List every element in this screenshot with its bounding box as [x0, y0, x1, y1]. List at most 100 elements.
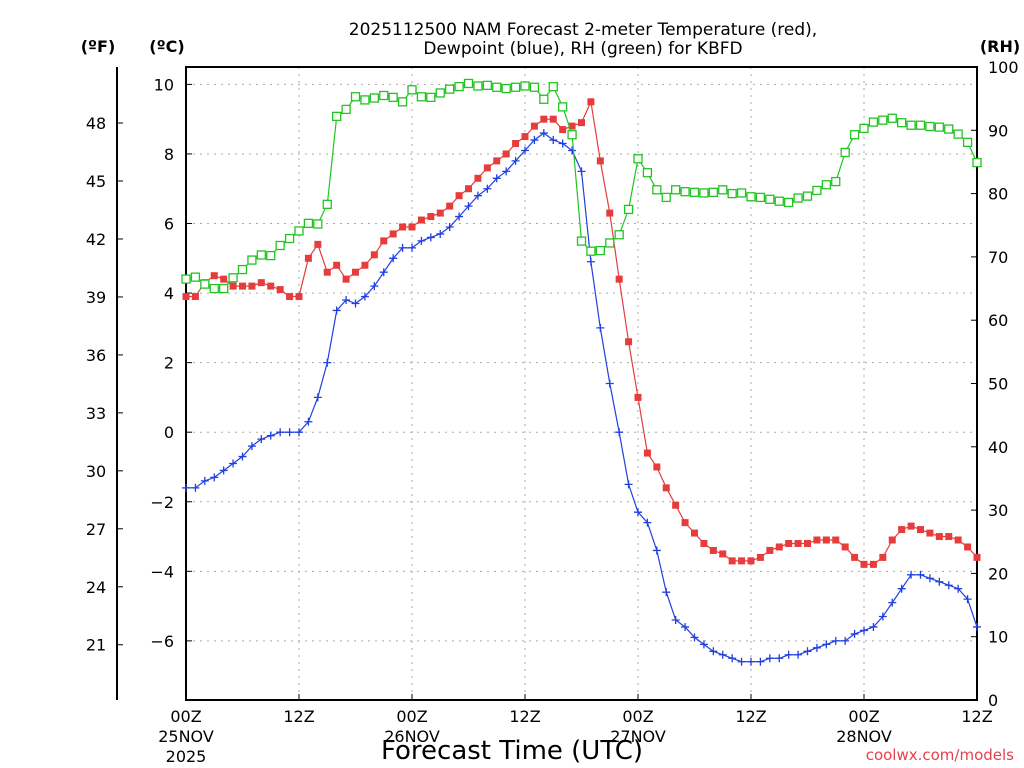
data-point-2-meter-temperature: [869, 560, 877, 568]
data-point-dewpoint: [342, 296, 351, 305]
data-point-rh: [567, 130, 577, 140]
rh-unit-label: (RH): [980, 37, 1020, 56]
data-point-dewpoint: [210, 473, 219, 482]
data-point-rh: [435, 88, 445, 98]
series-line-rh: [185, 82, 978, 290]
series-2-meter-temperature: [182, 98, 981, 568]
fahrenheit-tick-label: 48: [86, 114, 106, 133]
data-point-dewpoint: [784, 650, 793, 659]
celsius-tick-label: −6: [150, 632, 174, 651]
data-point-rh: [237, 264, 248, 275]
data-point-2-meter-temperature: [851, 553, 859, 561]
data-point-dewpoint: [709, 647, 718, 656]
x-date-label: 27NOV: [610, 727, 666, 746]
data-point-dewpoint: [662, 588, 671, 597]
fahrenheit-tick-label: 21: [86, 636, 106, 655]
data-point-dewpoint: [473, 191, 482, 200]
data-point-2-meter-temperature: [352, 268, 359, 276]
x-tick-label: 00Z: [170, 707, 201, 726]
data-point-rh: [765, 194, 775, 204]
data-point-dewpoint: [605, 379, 614, 388]
data-point-2-meter-temperature: [530, 122, 538, 130]
data-point-dewpoint: [643, 518, 652, 527]
data-point-rh: [840, 147, 850, 158]
data-point-rh: [671, 185, 681, 195]
data-point-rh: [586, 246, 596, 256]
data-point-2-meter-temperature: [286, 293, 294, 301]
data-point-dewpoint: [304, 417, 313, 426]
data-point-rh: [680, 187, 690, 197]
data-point-dewpoint: [483, 184, 492, 193]
data-point-2-meter-temperature: [822, 536, 830, 544]
data-point-2-meter-temperature: [380, 237, 388, 245]
data-point-2-meter-temperature: [804, 539, 811, 547]
x-tick-label: 00Z: [848, 707, 879, 726]
data-point-2-meter-temperature: [323, 268, 331, 276]
data-point-rh: [228, 273, 238, 283]
data-point-2-meter-temperature: [728, 557, 736, 565]
fahrenheit-tick-label: 39: [86, 288, 106, 307]
data-point-dewpoint: [925, 574, 934, 583]
data-point-dewpoint: [878, 612, 887, 621]
data-point-dewpoint: [323, 358, 332, 367]
data-point-2-meter-temperature: [568, 122, 576, 130]
x-tick-label: 00Z: [396, 707, 427, 726]
data-point-dewpoint: [775, 654, 784, 663]
data-point-dewpoint: [370, 282, 379, 291]
data-point-dewpoint: [530, 136, 539, 145]
data-point-2-meter-temperature: [907, 522, 915, 530]
fahrenheit-tick-label: 24: [86, 578, 106, 597]
data-point-rh: [463, 78, 474, 89]
data-point-rh: [284, 233, 295, 244]
celsius-tick-label: 6: [164, 215, 174, 234]
data-point-dewpoint: [276, 428, 285, 437]
data-point-2-meter-temperature: [634, 393, 642, 401]
data-point-2-meter-temperature: [643, 449, 651, 457]
data-point-dewpoint: [285, 428, 294, 437]
data-point-dewpoint: [417, 236, 426, 245]
data-point-rh: [868, 117, 879, 127]
data-point-dewpoint: [426, 233, 435, 242]
data-point-dewpoint: [511, 156, 520, 165]
data-point-dewpoint: [812, 643, 821, 652]
data-point-2-meter-temperature: [832, 536, 840, 544]
data-point-2-meter-temperature: [775, 543, 783, 551]
data-point-rh: [887, 113, 897, 123]
data-point-rh: [266, 250, 276, 261]
x-date-label: 28NOV: [836, 727, 892, 746]
data-point-2-meter-temperature: [681, 519, 689, 527]
data-point-2-meter-temperature: [672, 501, 680, 509]
data-point-2-meter-temperature: [917, 526, 924, 534]
rh-tick-label: 30: [988, 501, 1008, 520]
data-point-rh: [332, 111, 342, 122]
data-point-dewpoint: [973, 622, 981, 631]
data-point-dewpoint: [445, 222, 454, 231]
data-point-rh: [642, 168, 653, 178]
data-point-rh: [303, 218, 314, 229]
data-point-2-meter-temperature: [700, 539, 708, 547]
data-point-rh: [529, 82, 540, 92]
celsius-tick-label: 8: [164, 145, 174, 164]
data-point-dewpoint: [360, 292, 369, 301]
celsius-tick-label: −4: [150, 562, 174, 581]
data-point-2-meter-temperature: [756, 553, 764, 561]
data-point-rh: [501, 83, 511, 94]
data-point-2-meter-temperature: [860, 560, 868, 568]
data-point-rh: [313, 219, 323, 229]
data-point-rh: [200, 279, 210, 289]
data-point-dewpoint: [379, 268, 388, 277]
data-point-dewpoint: [549, 136, 558, 145]
data-point-2-meter-temperature: [436, 209, 444, 217]
data-point-2-meter-temperature: [342, 275, 350, 283]
data-point-dewpoint: [238, 452, 247, 461]
data-point-rh: [944, 124, 954, 134]
data-point-rh: [652, 185, 662, 195]
data-point-2-meter-temperature: [267, 282, 275, 290]
data-point-rh: [962, 137, 973, 147]
data-point-dewpoint: [681, 622, 690, 631]
data-point-dewpoint: [671, 616, 680, 625]
x-tick-label: 12Z: [283, 707, 314, 726]
series-layer: [181, 78, 982, 666]
data-point-dewpoint: [191, 483, 200, 492]
data-point-dewpoint: [860, 626, 868, 635]
